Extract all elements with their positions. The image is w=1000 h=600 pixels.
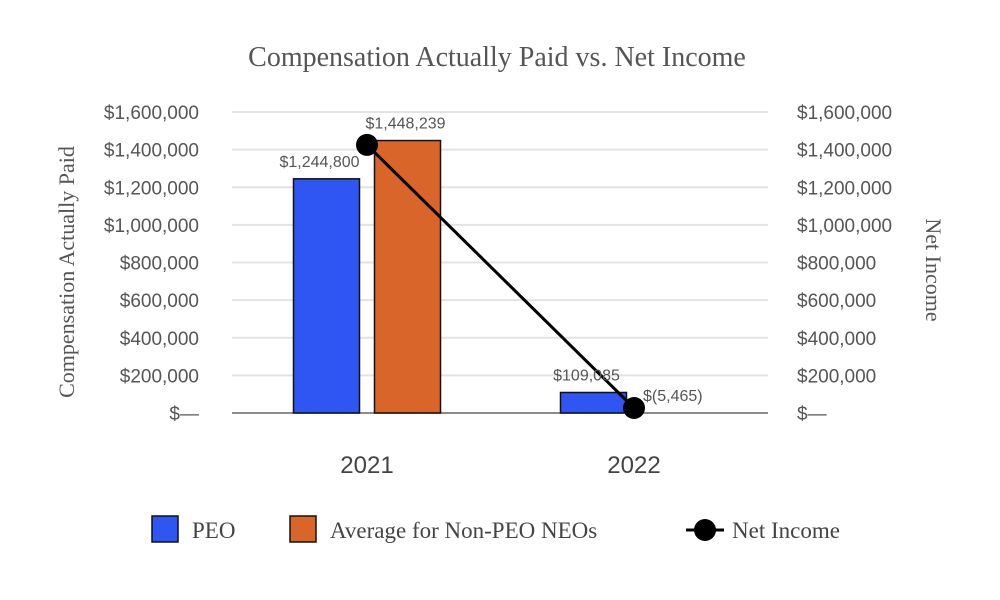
legend-label: PEO bbox=[192, 518, 235, 543]
y2-tick-label: $1,600,000 bbox=[797, 103, 892, 124]
y2-tick-label: $1,000,000 bbox=[797, 216, 892, 237]
data-label: $109,085 bbox=[553, 367, 620, 384]
y2-tick-label: $1,200,000 bbox=[797, 178, 892, 199]
bar-peo bbox=[559, 391, 628, 414]
y2-axis-label: Net Income bbox=[921, 218, 946, 321]
y-tick-label: $600,000 bbox=[120, 291, 199, 312]
y-axis-label: Compensation Actually Paid bbox=[54, 146, 79, 398]
y-tick-label: $1,000,000 bbox=[104, 216, 199, 237]
net-income-line bbox=[365, 143, 636, 410]
legend-swatch bbox=[289, 515, 317, 543]
y-tick-label: $1,600,000 bbox=[104, 103, 199, 124]
y2-tick-label: $600,000 bbox=[797, 291, 876, 312]
chart-title: Compensation Actually Paid vs. Net Incom… bbox=[248, 42, 746, 73]
y-tick-label: $800,000 bbox=[120, 254, 199, 275]
data-label: $1,244,800 bbox=[279, 154, 359, 171]
net-income-point bbox=[623, 397, 645, 419]
y-tick-label: $— bbox=[169, 404, 199, 425]
bar-average-for-non-peo-neos bbox=[373, 139, 442, 414]
legend-label: Net Income bbox=[732, 518, 840, 543]
y2-tick-label: $400,000 bbox=[797, 329, 876, 350]
x-tick-label: 2022 bbox=[607, 452, 660, 479]
y2-tick-label: $800,000 bbox=[797, 254, 876, 275]
y-tick-label: $1,200,000 bbox=[104, 178, 199, 199]
bar-peo bbox=[292, 178, 361, 414]
legend-swatch bbox=[151, 515, 179, 543]
y2-tick-label: $— bbox=[797, 404, 827, 425]
y2-tick-label: $1,400,000 bbox=[797, 141, 892, 162]
net-income-point bbox=[356, 133, 378, 156]
y-tick-label: $400,000 bbox=[120, 329, 199, 350]
y-tick-label: $1,400,000 bbox=[104, 141, 199, 162]
legend-label: Average for Non-PEO NEOs bbox=[330, 518, 597, 543]
data-label: $(5,465) bbox=[643, 388, 703, 405]
y2-tick-label: $200,000 bbox=[797, 366, 876, 387]
x-tick-label: 2021 bbox=[340, 452, 393, 479]
y-tick-label: $200,000 bbox=[120, 366, 199, 387]
legend-marker bbox=[694, 519, 716, 541]
data-label: $1,448,239 bbox=[365, 116, 445, 133]
